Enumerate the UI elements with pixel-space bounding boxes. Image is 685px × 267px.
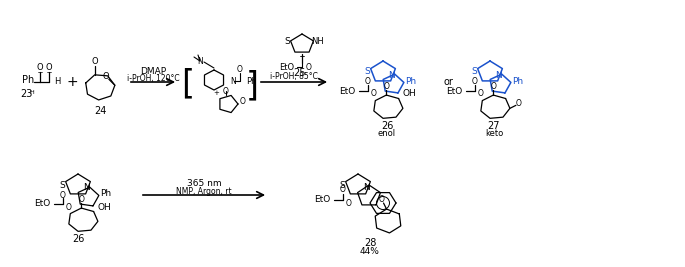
Text: O: O xyxy=(78,195,84,203)
Text: O: O xyxy=(340,186,346,194)
Text: keto: keto xyxy=(485,128,503,138)
Text: O: O xyxy=(223,87,229,96)
Text: O: O xyxy=(37,64,43,73)
Text: O: O xyxy=(365,77,371,87)
Text: Ph: Ph xyxy=(405,77,416,85)
Text: N: N xyxy=(388,70,395,80)
Text: O: O xyxy=(490,82,496,91)
Text: O: O xyxy=(346,199,352,209)
Text: EtO: EtO xyxy=(339,87,355,96)
Text: +: + xyxy=(66,75,78,89)
Text: EtO: EtO xyxy=(34,199,50,209)
Text: N: N xyxy=(364,183,371,193)
Text: Ph: Ph xyxy=(246,77,256,85)
Text: O: O xyxy=(240,97,246,107)
Text: +: + xyxy=(213,90,219,96)
Text: 27: 27 xyxy=(488,121,500,131)
Text: H: H xyxy=(54,77,60,87)
Text: O: O xyxy=(103,72,109,81)
Text: S: S xyxy=(339,180,345,190)
Text: OH: OH xyxy=(403,89,416,99)
Text: NH: NH xyxy=(311,37,324,46)
Text: O: O xyxy=(371,89,377,99)
Text: or: or xyxy=(443,77,453,87)
Text: O: O xyxy=(91,57,98,66)
Text: Ph: Ph xyxy=(100,190,111,198)
Text: N: N xyxy=(496,70,502,80)
Text: O: O xyxy=(472,77,478,87)
Text: N: N xyxy=(197,57,203,65)
Text: O: O xyxy=(379,195,384,203)
Text: O: O xyxy=(66,202,72,211)
Text: NMP, Argon, rt: NMP, Argon, rt xyxy=(176,187,232,197)
Text: 365 nm: 365 nm xyxy=(187,179,221,189)
Text: OH: OH xyxy=(98,202,112,211)
Text: 28: 28 xyxy=(364,238,376,248)
Text: O: O xyxy=(60,190,66,199)
Text: 26: 26 xyxy=(72,234,84,244)
Text: DMAP: DMAP xyxy=(140,66,166,76)
Text: O: O xyxy=(306,62,312,72)
Text: ]: ] xyxy=(245,69,258,103)
Text: 24: 24 xyxy=(94,106,106,116)
Text: [: [ xyxy=(182,68,195,100)
Text: EtO: EtO xyxy=(446,87,462,96)
Text: O: O xyxy=(478,89,484,99)
Text: N: N xyxy=(230,77,236,85)
Text: enol: enol xyxy=(378,128,396,138)
Text: 26: 26 xyxy=(381,121,393,131)
Text: O: O xyxy=(46,64,52,73)
Text: Ph: Ph xyxy=(22,75,34,85)
Text: O: O xyxy=(384,82,389,91)
Text: Ph: Ph xyxy=(512,77,523,85)
Text: N: N xyxy=(84,183,90,193)
Text: S: S xyxy=(471,68,477,77)
Text: O: O xyxy=(237,65,243,73)
Text: i-PrOH, 85°C: i-PrOH, 85°C xyxy=(270,72,318,80)
Text: O: O xyxy=(516,99,522,108)
Text: EtO: EtO xyxy=(279,62,294,72)
Text: 25: 25 xyxy=(294,68,306,78)
Text: S: S xyxy=(284,37,290,46)
Text: H: H xyxy=(29,89,34,95)
Text: S: S xyxy=(364,68,370,77)
Text: i-PrOH, 120°C: i-PrOH, 120°C xyxy=(127,73,179,83)
Text: EtO: EtO xyxy=(314,195,330,205)
Text: 23: 23 xyxy=(20,89,32,99)
Text: 44%: 44% xyxy=(360,246,380,256)
Text: S: S xyxy=(59,180,65,190)
